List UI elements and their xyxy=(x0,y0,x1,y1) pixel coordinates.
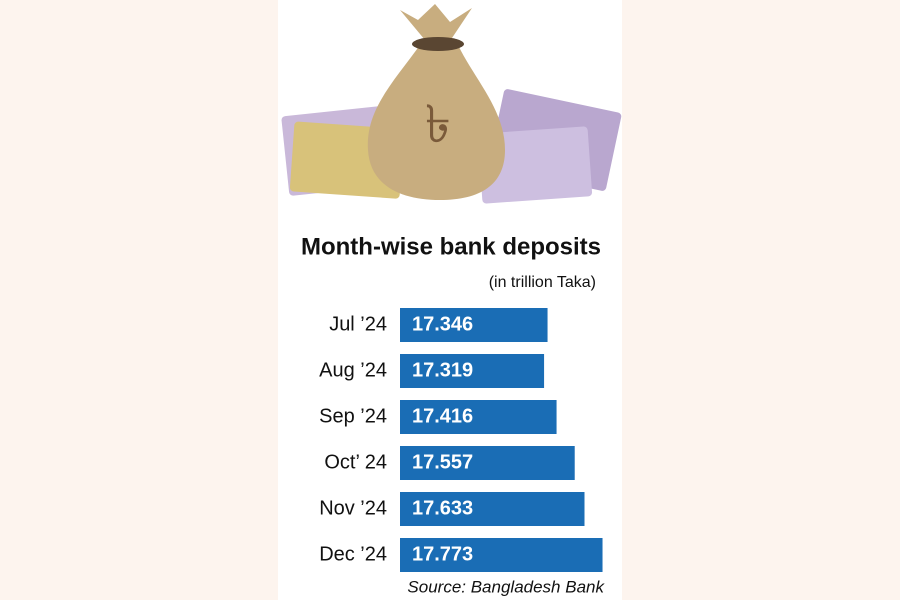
value-label: 17.319 xyxy=(412,359,473,381)
bar xyxy=(400,538,603,572)
bar xyxy=(400,354,545,388)
value-label: 17.346 xyxy=(412,313,473,335)
svg-text:৳: ৳ xyxy=(425,95,451,155)
category-label: Nov ’24 xyxy=(319,497,387,519)
category-label: Sep ’24 xyxy=(319,405,387,427)
source: Source: Bangladesh Bank xyxy=(407,577,605,596)
bar xyxy=(400,446,575,480)
bar xyxy=(400,400,557,434)
illustration: ৳ xyxy=(281,4,622,204)
value-label: 17.773 xyxy=(412,543,473,565)
value-label: 17.633 xyxy=(412,497,473,519)
bar xyxy=(400,308,548,342)
bar xyxy=(400,492,585,526)
category-label: Aug ’24 xyxy=(319,359,387,381)
chart-title: Month-wise bank deposits xyxy=(301,233,601,260)
category-label: Oct’ 24 xyxy=(324,451,387,473)
chart-subtitle: (in trillion Taka) xyxy=(489,274,596,291)
category-label: Jul ’24 xyxy=(329,313,387,335)
category-label: Dec ’24 xyxy=(319,543,387,565)
value-label: 17.416 xyxy=(412,405,473,427)
value-label: 17.557 xyxy=(412,451,473,473)
